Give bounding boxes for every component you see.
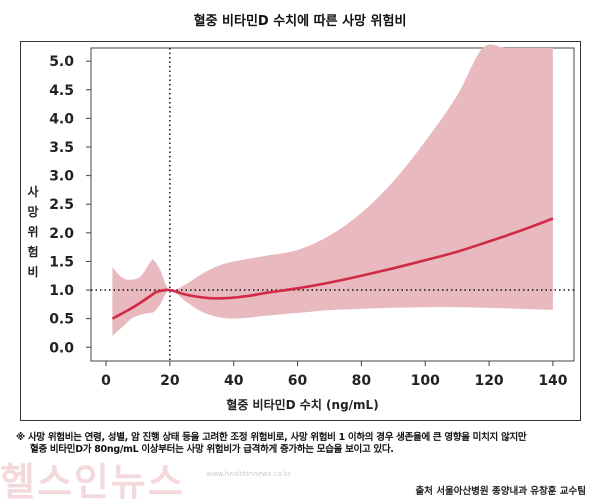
y-axis-label-char: 위 bbox=[27, 225, 38, 239]
x-tick-label: 60 bbox=[288, 373, 308, 389]
y-axis-label-char: 험 bbox=[27, 244, 38, 259]
y-axis-label-char: 사 bbox=[27, 184, 38, 199]
y-tick-label: 1.0 bbox=[49, 283, 74, 299]
watermark-logo: 헬스인뉴스 bbox=[0, 460, 185, 504]
y-tick-label: 2.0 bbox=[49, 226, 74, 242]
y-tick-label: 0.5 bbox=[49, 312, 74, 328]
hazard-ratio-line bbox=[111, 217, 554, 320]
y-tick-label: 4.0 bbox=[49, 111, 74, 127]
y-axis-label-char: 망 bbox=[27, 205, 38, 219]
chart-frame bbox=[20, 41, 581, 421]
x-tick-label: 80 bbox=[352, 373, 372, 389]
x-tick-label: 40 bbox=[224, 373, 244, 389]
y-tick-label: 1.5 bbox=[49, 254, 74, 270]
footnote-line-1: ※ 사망 위험비는 연령, 성별, 암 진행 상태 등을 고려한 조정 위험비로… bbox=[16, 432, 527, 443]
confidence-band bbox=[112, 44, 553, 336]
x-axis-label: 혈중 비타민D 수치 (ng/mL) bbox=[226, 397, 378, 412]
y-tick-label: 2.5 bbox=[49, 197, 74, 213]
x-tick-label: 20 bbox=[160, 373, 180, 389]
y-axis-label-char: 비 bbox=[27, 264, 38, 279]
x-tick-label: 0 bbox=[101, 373, 111, 389]
watermark-url: www.healthinnews.co.kr bbox=[206, 470, 291, 478]
y-tick-label: 3.0 bbox=[49, 169, 74, 185]
footnote-line-2: 혈중 비타민D가 80ng/mL 이상부터는 사망 위험비가 급격하게 증가하는… bbox=[30, 444, 394, 455]
chart-title: 혈중 비타민D 수치에 따른 사망 위험비 bbox=[193, 14, 407, 29]
y-tick-label: 0.0 bbox=[49, 340, 74, 356]
footnote: ※ 사망 위험비는 연령, 성별, 암 진행 상태 등을 고려한 조정 위험비로… bbox=[16, 432, 527, 456]
x-tick-label: 140 bbox=[538, 373, 567, 389]
x-tick-label: 100 bbox=[411, 373, 440, 389]
y-tick-label: 5.0 bbox=[49, 54, 74, 70]
y-tick-label: 3.5 bbox=[49, 140, 74, 156]
x-tick-label: 120 bbox=[474, 373, 503, 389]
source-credit: 출처 서울아산병원 종양내과 유창훈 교수팀 bbox=[415, 486, 586, 497]
y-tick-label: 4.5 bbox=[49, 83, 74, 99]
